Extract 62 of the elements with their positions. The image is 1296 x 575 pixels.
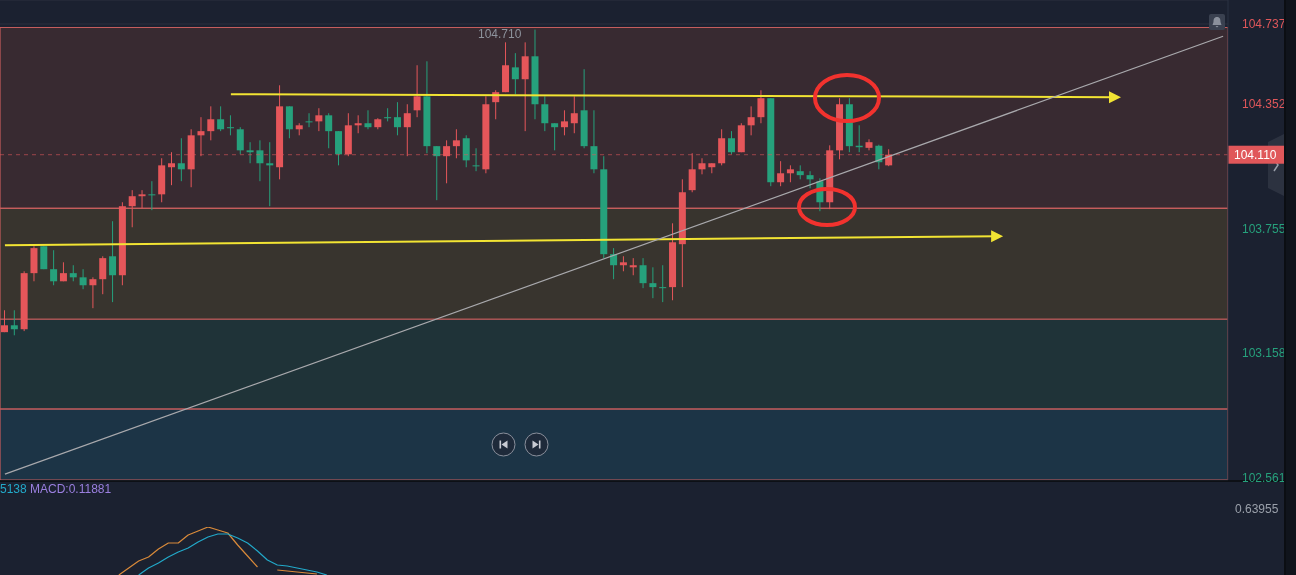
text: 5138 [0, 482, 27, 496]
candlestick [560, 109, 568, 136]
candlestick [472, 147, 480, 172]
candlestick [698, 157, 706, 175]
candlestick [335, 130, 343, 166]
candlestick [462, 134, 470, 168]
candlestick [649, 266, 657, 299]
y-tick-label: 103.158 [1242, 346, 1286, 361]
candlestick [443, 139, 451, 184]
candlestick [727, 130, 735, 155]
candlestick [207, 105, 215, 141]
candlestick [570, 95, 578, 134]
candlestick [452, 128, 460, 159]
candlestick [393, 101, 401, 136]
candlestick [511, 52, 519, 95]
candlestick [285, 105, 293, 139]
candlestick [10, 309, 18, 336]
candlestick [403, 103, 411, 157]
candlestick [109, 220, 117, 303]
candlestick [433, 145, 441, 201]
candlestick [325, 112, 333, 149]
candlestick [639, 257, 647, 289]
candlestick [384, 107, 392, 122]
candlestick [168, 151, 176, 186]
candlestick [226, 114, 234, 136]
candlestick [99, 255, 107, 295]
candlestick [551, 122, 559, 151]
candlestick [806, 170, 814, 189]
candlestick [757, 89, 765, 124]
candlestick [521, 41, 529, 132]
y-tick-label: 103.755 [1242, 221, 1286, 236]
y-tick-label: 102.561 [1242, 470, 1286, 485]
candlestick [747, 105, 755, 136]
candlestick [659, 264, 667, 303]
candlestick [50, 249, 58, 286]
y-tick-label: 104.352 [1242, 97, 1286, 112]
candlestick [777, 160, 785, 187]
candlestick [256, 139, 264, 182]
annotation: 104.710 [478, 26, 522, 41]
candlestick [305, 112, 313, 128]
candlestick [315, 107, 323, 132]
candlestick [138, 189, 146, 209]
text: 0.63955 [1235, 502, 1279, 516]
candlestick [413, 64, 421, 118]
candlestick [148, 180, 156, 211]
candlestick [364, 109, 372, 130]
candlestick [89, 276, 97, 309]
candlestick [197, 116, 205, 157]
candlestick [865, 138, 873, 151]
candlestick [266, 141, 274, 207]
candlestick [688, 152, 696, 193]
candlestick [128, 189, 136, 228]
ref-line-label: 104.110 [1234, 147, 1277, 162]
candlestick [217, 105, 225, 132]
candlestick [590, 109, 598, 174]
candlestick [246, 141, 254, 164]
y-tick-label: 104.737 [1242, 16, 1286, 31]
candlestick [236, 126, 244, 155]
candlestick [177, 137, 185, 182]
candlestick [541, 95, 549, 132]
candlestick [79, 268, 87, 290]
text: MACD:0.11881 [30, 482, 112, 496]
